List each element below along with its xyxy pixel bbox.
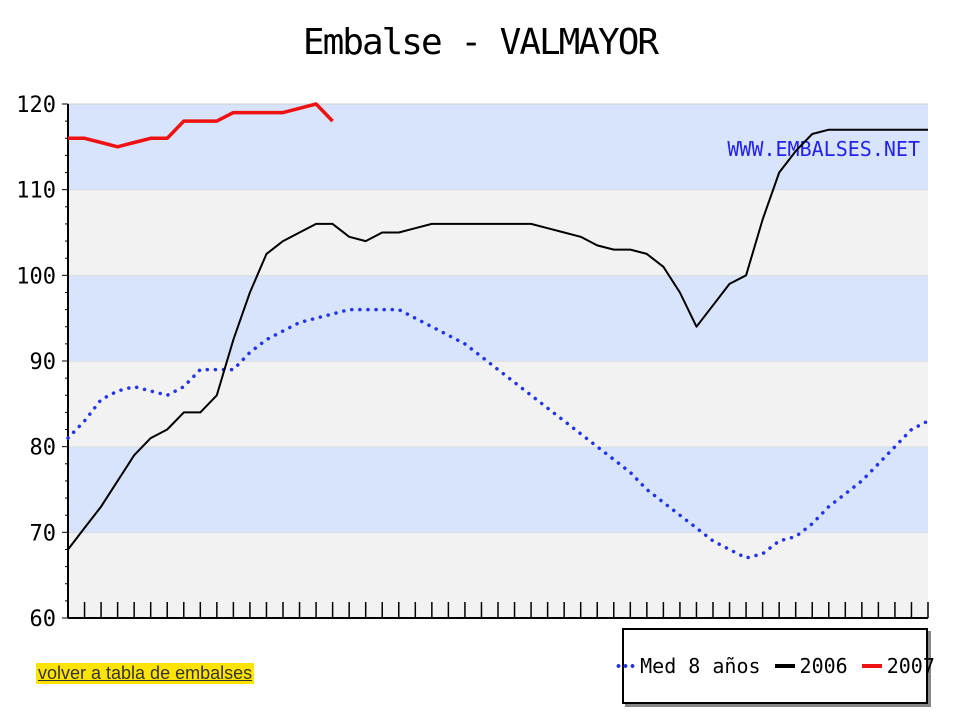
band-90-100	[68, 275, 928, 361]
legend-item-2006: 2006	[774, 654, 848, 678]
series-line-med-8-años	[66, 307, 930, 560]
legend-label-2007: 2007	[886, 654, 935, 678]
legend-swatch-2007	[861, 664, 882, 668]
x-axis	[67, 602, 929, 619]
y-tick-label-90: 90	[30, 350, 57, 375]
legend-label-2006: 2006	[799, 654, 848, 678]
background-bands	[68, 103, 928, 618]
legend: Med 8 años 2006 2007	[615, 628, 935, 704]
y-tick-label-60: 60	[30, 607, 57, 632]
legend-item-avg: Med 8 años	[615, 654, 761, 678]
y-axis: 60 70 80 90 100 110 120	[16, 93, 69, 632]
watermark-text: WWW.EMBALSES.NET	[727, 137, 920, 161]
legend-swatch-2006	[774, 664, 795, 668]
series-line-2006	[67, 128, 928, 551]
series-line-2007	[68, 102, 334, 149]
y-tick-label-80: 80	[30, 436, 57, 461]
legend-label-avg: Med 8 años	[640, 654, 761, 678]
back-to-table-link[interactable]: volver a tabla de embalses	[36, 663, 255, 684]
band-70-80	[68, 446, 928, 533]
y-tick-label-70: 70	[30, 521, 57, 546]
series-group	[66, 102, 930, 560]
band-110-120	[68, 104, 928, 190]
band-100-110	[68, 189, 928, 276]
band-80-90	[68, 361, 928, 447]
legend-swatch-avg	[615, 664, 636, 668]
y-tick-label-110: 110	[16, 179, 56, 204]
legend-item-2007: 2007	[861, 654, 935, 678]
y-tick-label-100: 100	[16, 264, 56, 289]
y-tick-label-120: 120	[16, 93, 56, 118]
chart-title: Embalse - VALMAYOR	[302, 22, 659, 63]
